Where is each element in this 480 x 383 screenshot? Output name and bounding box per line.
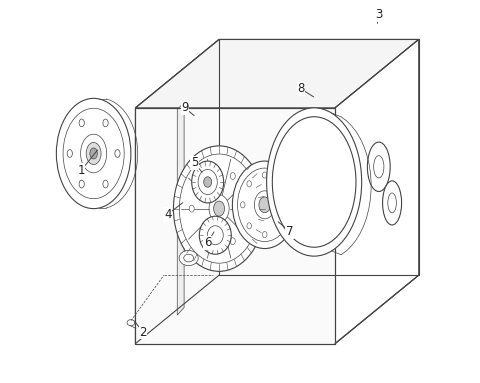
Ellipse shape [232, 161, 297, 249]
Ellipse shape [388, 193, 396, 213]
Ellipse shape [203, 238, 208, 245]
Ellipse shape [173, 146, 264, 271]
Ellipse shape [179, 250, 198, 266]
Ellipse shape [240, 202, 245, 208]
Polygon shape [135, 39, 219, 344]
Ellipse shape [209, 195, 229, 223]
Text: 6: 6 [204, 236, 211, 249]
Ellipse shape [81, 134, 107, 173]
Ellipse shape [263, 231, 267, 237]
Ellipse shape [192, 161, 224, 203]
Ellipse shape [199, 216, 231, 254]
Ellipse shape [247, 181, 252, 187]
Ellipse shape [263, 172, 267, 178]
Ellipse shape [254, 191, 275, 219]
Ellipse shape [278, 181, 283, 187]
Ellipse shape [272, 117, 356, 247]
Polygon shape [335, 39, 419, 344]
Ellipse shape [189, 205, 194, 212]
Ellipse shape [214, 201, 225, 216]
Ellipse shape [79, 119, 84, 127]
Ellipse shape [230, 173, 235, 180]
Ellipse shape [115, 150, 120, 157]
Text: 4: 4 [164, 208, 171, 221]
Text: 5: 5 [191, 157, 198, 170]
Ellipse shape [103, 119, 108, 127]
Ellipse shape [238, 168, 292, 242]
Ellipse shape [285, 202, 289, 208]
Polygon shape [247, 200, 259, 209]
Ellipse shape [278, 223, 283, 229]
Ellipse shape [230, 238, 235, 245]
Text: 3: 3 [375, 8, 383, 21]
Ellipse shape [203, 173, 208, 180]
Text: 2: 2 [139, 326, 147, 339]
Text: 9: 9 [181, 101, 189, 115]
Ellipse shape [266, 108, 361, 256]
Polygon shape [135, 39, 419, 108]
Polygon shape [135, 108, 335, 344]
Polygon shape [177, 102, 184, 315]
Ellipse shape [79, 180, 84, 188]
Ellipse shape [63, 108, 124, 199]
Ellipse shape [383, 181, 402, 225]
Ellipse shape [180, 154, 259, 263]
Ellipse shape [127, 320, 135, 326]
Ellipse shape [184, 254, 193, 262]
Ellipse shape [373, 155, 384, 178]
Text: 7: 7 [286, 225, 293, 238]
Ellipse shape [198, 169, 217, 195]
Ellipse shape [56, 98, 131, 209]
Polygon shape [135, 275, 419, 344]
Ellipse shape [244, 205, 249, 212]
Ellipse shape [247, 223, 252, 229]
Text: 8: 8 [297, 82, 304, 95]
Ellipse shape [67, 150, 72, 157]
Ellipse shape [86, 142, 101, 165]
Ellipse shape [204, 177, 212, 187]
Text: 1: 1 [77, 164, 85, 177]
Ellipse shape [207, 226, 223, 245]
Ellipse shape [367, 142, 390, 192]
Ellipse shape [90, 148, 97, 159]
Ellipse shape [259, 197, 271, 213]
Ellipse shape [103, 180, 108, 188]
